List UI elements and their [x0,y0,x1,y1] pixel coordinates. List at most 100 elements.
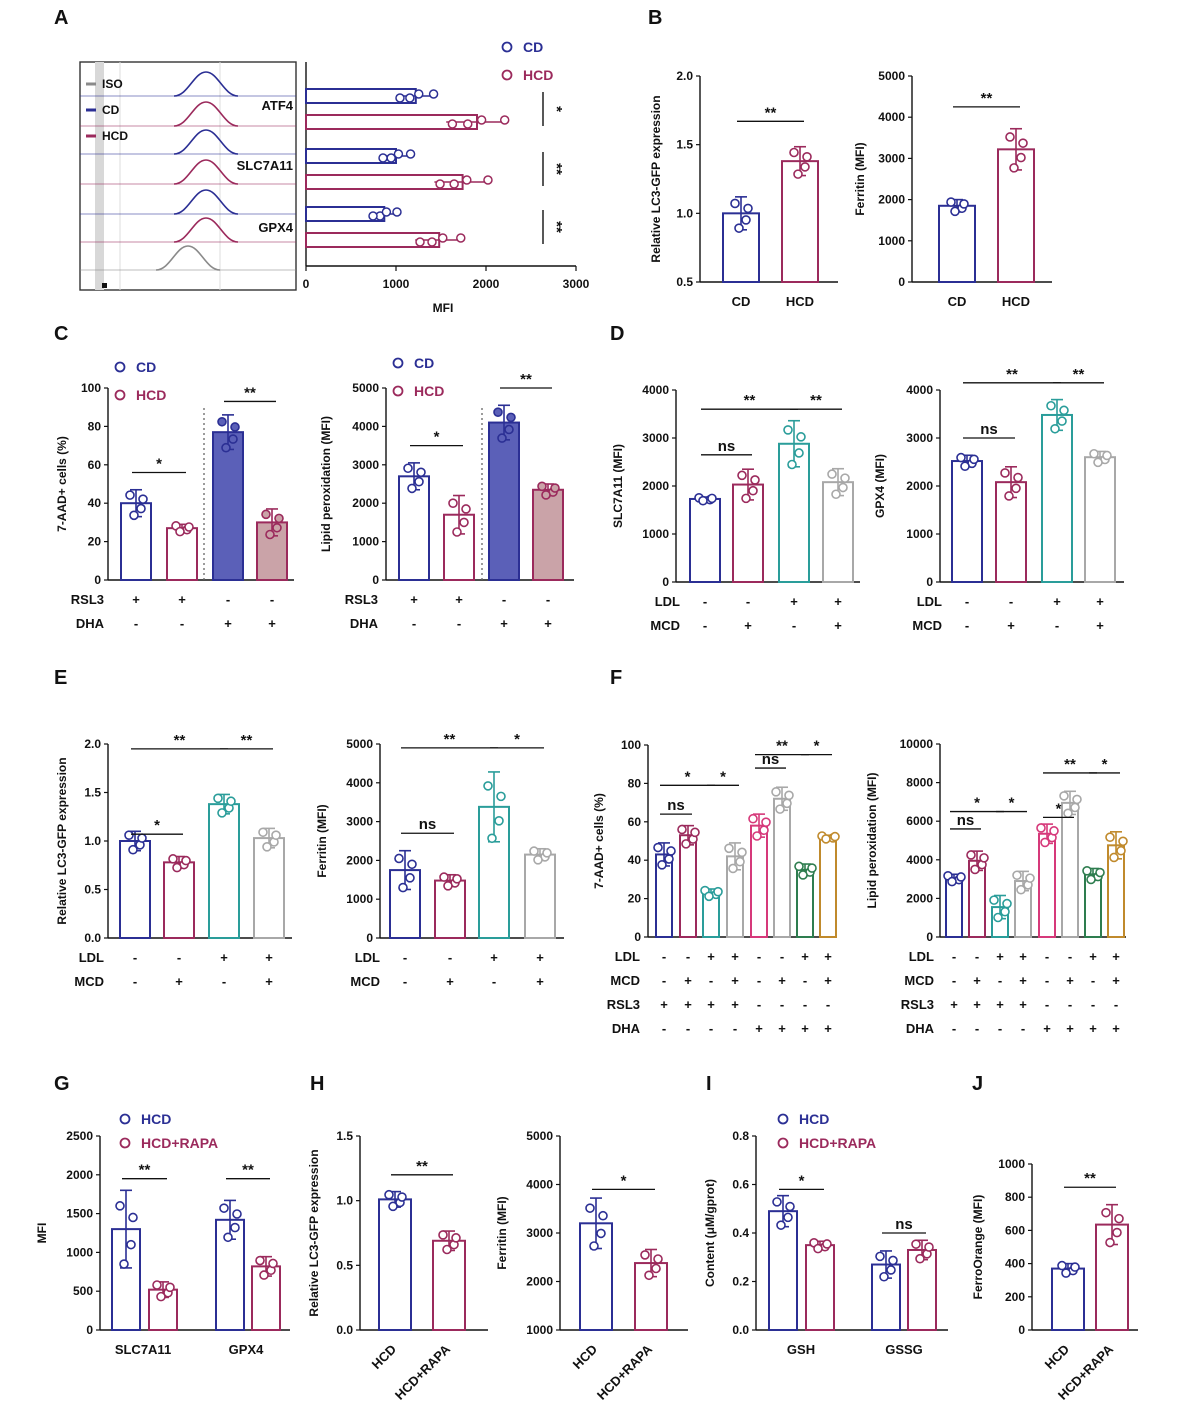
data-point [136,503,146,514]
histogram-curve [173,71,239,97]
significance-label: ** [810,392,822,409]
data-point [537,481,547,492]
data-point [698,495,708,506]
significance-label: ** [776,738,788,755]
data-point [713,886,723,897]
y-tick-label: 2000 [346,853,373,867]
y-tick-label: 0 [926,575,933,589]
data-point [137,833,147,843]
data-point [789,147,799,158]
significance-label: ns [419,816,437,833]
condition-sign: - [826,997,830,1012]
data-point [802,152,812,162]
y-tick-label: 0.0 [84,931,101,945]
y-tick-label: 20 [88,535,102,549]
data-point [438,1230,448,1240]
condition-label: MCD [350,974,380,989]
significance-label: * [974,795,980,812]
bar [1061,801,1079,938]
data-point [223,1232,233,1243]
data-point [1046,400,1056,411]
x-tick-label: 1000 [383,277,410,291]
data-point [1057,1260,1067,1271]
y-axis-label: FerroOrange (MFI) [971,1195,985,1300]
histogram-channel-label: GPX4 [258,220,293,235]
data-point [226,796,236,807]
data-point [737,847,747,858]
condition-sign: + [455,592,463,607]
x-axis-label: MFI [433,301,454,315]
y-tick-label: 0 [366,931,373,945]
data-point [807,863,817,873]
data-point [388,1201,398,1212]
data-point [783,1212,793,1223]
condition-sign: - [757,973,761,988]
condition-sign: - [1091,973,1095,988]
condition-sign: - [686,949,690,964]
data-point [1082,866,1092,876]
condition-sign: + [731,949,739,964]
condition-sign: - [177,950,181,965]
condition-sign: - [448,950,452,965]
condition-sign: - [952,1021,956,1036]
x-tick-label: 0 [303,277,310,291]
x-tick-label: HCD [786,294,814,309]
condition-label: LDL [909,949,934,964]
data-point [274,513,284,524]
data-point [1102,450,1112,461]
data-point [221,442,231,453]
data-point [748,485,758,496]
condition-sign: + [536,974,544,989]
panel-label-F: F [610,667,622,689]
data-point [461,504,471,514]
condition-sign: + [410,592,418,607]
condition-sign: + [490,950,498,965]
y-tick-label: 3000 [878,151,905,165]
data-point [1072,794,1082,805]
data-point [993,912,1003,923]
bar [1051,1267,1085,1331]
y-tick-label: 2000 [878,193,905,207]
data-point [407,483,417,494]
condition-sign: + [824,1021,832,1036]
y-tick-label: 0.5 [676,275,693,289]
data-point [651,1263,661,1274]
x-tick-label: HCD+RAPA [392,1341,454,1403]
legend-marker [392,357,404,369]
y-tick-label: 1.5 [676,138,693,152]
data-point [394,853,404,864]
condition-sign: + [660,997,668,1012]
data-point [533,855,543,865]
data-point [1116,845,1126,856]
data-point [761,817,771,827]
y-axis-label: Ferritin (MFI) [315,804,329,877]
significance-label: * [154,817,160,834]
condition-sign: - [733,1021,737,1036]
y-tick-label: 2000 [642,479,669,493]
condition-sign: + [544,616,552,631]
y-tick-label: 0 [372,573,379,587]
condition-sign: + [801,949,809,964]
significance-label: ** [981,90,993,107]
condition-sign: + [834,618,842,633]
histogram-curve [173,189,239,215]
data-point [213,793,223,804]
y-tick-label: 5000 [346,737,373,751]
data-point [119,1259,129,1269]
data-point [598,1210,608,1221]
y-tick-label: 0 [1018,1323,1025,1337]
significance-label: ** [1084,1170,1096,1187]
y-tick-label: 2.0 [676,69,693,83]
data-point [657,860,667,870]
condition-sign: - [133,974,137,989]
condition-sign: + [755,1021,763,1036]
condition-sign: - [1045,949,1049,964]
data-point [840,473,850,483]
significance-label: ** [174,732,186,749]
data-point [230,422,240,432]
data-point [462,175,472,185]
condition-label: LDL [79,950,104,965]
significance-label: ** [139,1162,151,1179]
x-tick-label: CD [732,294,751,309]
significance-label: ns [980,421,998,438]
